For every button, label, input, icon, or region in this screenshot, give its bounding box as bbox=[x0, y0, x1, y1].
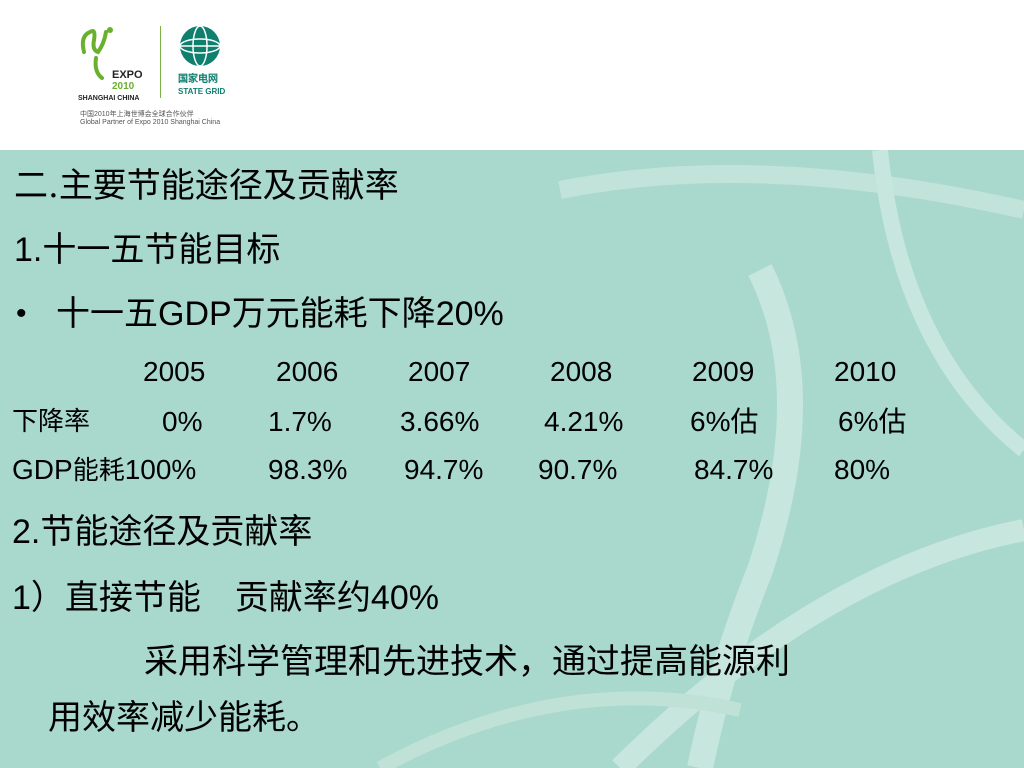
item-1-text: ）直接节能 贡献率约 bbox=[30, 578, 371, 618]
grid-en-text: STATE GRID bbox=[178, 87, 225, 96]
expo-2010-logo: EXPO 2010 SHANGHAI CHINA bbox=[78, 27, 143, 102]
bullet-dot: • bbox=[16, 297, 27, 330]
paragraph-line-2: 用效率减少能耗。 bbox=[48, 698, 320, 738]
reduction-2005: 0% bbox=[162, 406, 203, 437]
slide-body: 二.主要节能途径及贡献率 1.十一五节能目标 • 十一五GDP万元能耗下降20%… bbox=[0, 150, 1024, 768]
slide-heading: 二.主要节能途径及贡献率 bbox=[14, 166, 399, 206]
heading-text: 主要节能途径及贡献率 bbox=[58, 166, 399, 206]
bullet-part-d: 20% bbox=[435, 295, 504, 333]
section-1-title: 1.十一五节能目标 bbox=[14, 230, 280, 270]
bullet-item: 十一五GDP万元能耗下降20% bbox=[56, 294, 504, 334]
reduction-2007: 3.66% bbox=[400, 406, 480, 437]
state-grid-logo: 国家电网 STATE GRID bbox=[178, 25, 225, 96]
reduction-2010: 6%估 bbox=[838, 406, 907, 437]
row-label-gdp: GDP bbox=[12, 454, 73, 485]
gdp-energy-2010: 80% bbox=[834, 454, 891, 485]
background-swirls bbox=[376, 150, 1024, 768]
section-2-text: 节能途径及贡献率 bbox=[40, 512, 313, 552]
reduction-2008: 4.21% bbox=[544, 406, 624, 437]
year-2010: 2010 bbox=[834, 356, 897, 387]
row-label-reduction: 下降率 bbox=[12, 407, 91, 437]
section-2-number: 2. bbox=[12, 513, 41, 551]
city-text: SHANGHAI CHINA bbox=[78, 95, 139, 102]
reduction-2009: 6%估 bbox=[690, 406, 759, 437]
section-1-number: 1. bbox=[14, 231, 43, 269]
partner-text-cn: 中国2010年上海世博会全球合作伙伴 bbox=[80, 111, 194, 118]
year-2008: 2008 bbox=[550, 356, 613, 387]
row-label-energy: 能耗 bbox=[72, 456, 125, 486]
slide-header: EXPO 2010 SHANGHAI CHINA 国家电网 STATE GRID… bbox=[0, 0, 1024, 150]
section-2-title: 2.节能途径及贡献率 bbox=[12, 512, 312, 552]
heading-prefix: 二. bbox=[14, 166, 59, 206]
grid-cn-text: 国家电网 bbox=[178, 72, 218, 85]
bullet-part-b: GDP bbox=[158, 295, 232, 333]
paragraph-line-1: 采用科学管理和先进技术，通过提高能源利 bbox=[144, 642, 790, 682]
year-2005: 2005 bbox=[143, 356, 206, 387]
year-2009: 2009 bbox=[692, 356, 755, 387]
bullet-part-c: 万元能耗下降 bbox=[231, 294, 436, 334]
sponsor-logo: EXPO 2010 SHANGHAI CHINA 国家电网 STATE GRID… bbox=[76, 22, 246, 134]
section-1-text: 十一五节能目标 bbox=[42, 230, 281, 270]
item-1: 1）直接节能 贡献率约40% bbox=[12, 578, 439, 618]
expo-text: EXPO bbox=[112, 69, 143, 81]
gdp-energy-2009: 84.7% bbox=[694, 454, 774, 485]
year-2006: 2006 bbox=[276, 356, 339, 387]
gdp-energy-2007: 94.7% bbox=[404, 454, 484, 485]
gdp-energy-2008: 90.7% bbox=[538, 454, 618, 485]
row-label-gdp-energy: GDP能耗100% bbox=[12, 454, 196, 487]
year-2007: 2007 bbox=[408, 356, 471, 387]
logo-divider bbox=[160, 26, 161, 98]
slide-content: 二.主要节能途径及贡献率 1.十一五节能目标 • 十一五GDP万元能耗下降20%… bbox=[0, 150, 1024, 768]
item-1-percent: 40% bbox=[370, 579, 439, 617]
year-text: 2010 bbox=[112, 81, 135, 92]
gdp-energy-2005: 100% bbox=[124, 454, 197, 485]
partner-text-en: Global Partner of Expo 2010 Shanghai Chi… bbox=[80, 119, 221, 126]
bullet-part-a: 十一五 bbox=[56, 294, 158, 334]
item-1-number: 1 bbox=[12, 579, 31, 617]
reduction-2006: 1.7% bbox=[268, 406, 332, 437]
gdp-energy-2006: 98.3% bbox=[268, 454, 348, 485]
